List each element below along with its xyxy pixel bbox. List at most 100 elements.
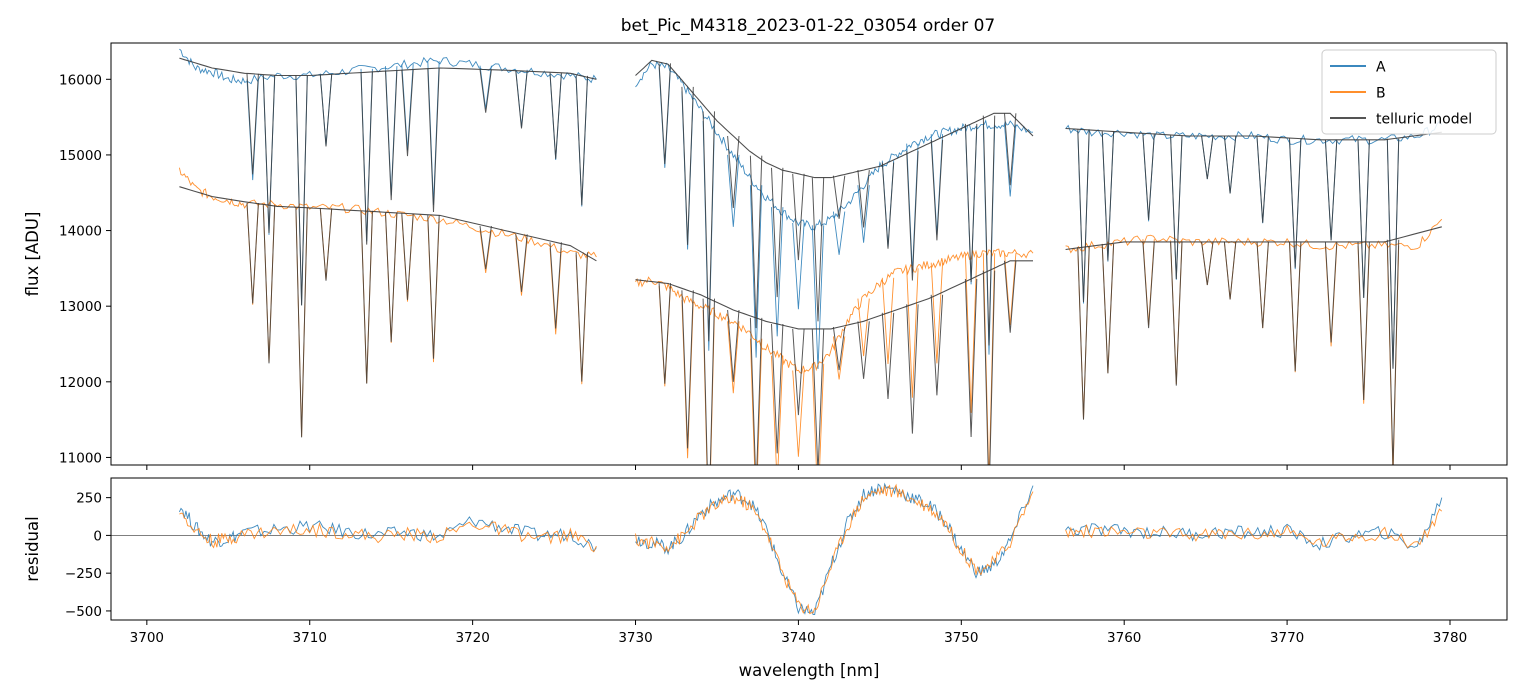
series-absorption-dip bbox=[1170, 241, 1183, 386]
series-absorption-dip bbox=[727, 309, 740, 382]
plot-area bbox=[178, 48, 1443, 465]
series-a-line bbox=[1065, 120, 1443, 145]
series-absorption-dip bbox=[832, 211, 846, 255]
series-absorption-dip bbox=[832, 336, 846, 380]
x-tick-label: 3720 bbox=[455, 630, 489, 646]
series-absorption-dip bbox=[811, 177, 825, 322]
series-telluric-model-line bbox=[1065, 226, 1442, 251]
series-b-line bbox=[635, 483, 1034, 615]
x-tick-label: 3700 bbox=[130, 630, 164, 646]
series-telluric-model-line bbox=[179, 57, 597, 80]
series-absorption-dip bbox=[906, 268, 919, 398]
series-absorption-dip bbox=[246, 73, 259, 175]
series-absorption-dip bbox=[681, 290, 694, 449]
series-absorption-dip bbox=[832, 175, 846, 219]
y-tick-label: 16000 bbox=[59, 72, 102, 88]
series-absorption-dip bbox=[811, 328, 825, 465]
series-absorption-dip bbox=[549, 242, 562, 329]
series-absorption-dip bbox=[295, 207, 308, 438]
axes-frame bbox=[110, 477, 1508, 621]
series-absorption-dip bbox=[964, 278, 978, 438]
series-absorption-dip bbox=[930, 139, 944, 241]
series-absorption-dip bbox=[295, 75, 308, 306]
series-absorption-dip bbox=[857, 321, 870, 379]
series-absorption-dip bbox=[1357, 241, 1370, 401]
series-absorption-dip bbox=[702, 111, 715, 342]
x-tick-label: 3730 bbox=[618, 630, 652, 646]
series-absorption-dip bbox=[1101, 131, 1115, 261]
series-absorption-dip bbox=[857, 170, 870, 228]
series-absorption-dip bbox=[575, 75, 588, 206]
series-absorption-dip bbox=[832, 326, 846, 371]
series-absorption-dip bbox=[881, 277, 895, 365]
series-absorption-dip bbox=[930, 294, 944, 396]
series-absorption-dip bbox=[1386, 138, 1400, 369]
series-absorption-dip bbox=[427, 215, 440, 359]
series-absorption-dip bbox=[771, 167, 784, 298]
series-absorption-dip bbox=[964, 123, 978, 283]
series-absorption-dip bbox=[1201, 135, 1214, 180]
series-absorption-dip bbox=[575, 252, 588, 382]
series-absorption-dip bbox=[1142, 241, 1155, 329]
series-absorption-dip bbox=[727, 154, 740, 227]
x-tick-label: 3750 bbox=[944, 630, 978, 646]
series-absorption-dip bbox=[658, 63, 671, 165]
series-absorption-dip bbox=[262, 74, 276, 234]
series-absorption-dip bbox=[385, 70, 398, 201]
series-b-line bbox=[179, 512, 597, 553]
bottom-panel-residual: 3700 3710 3720 3730 3740 3750 3760 3770 3780 −500… bbox=[23, 477, 1508, 680]
series-absorption-dip bbox=[727, 135, 740, 208]
series-absorption-dip bbox=[1077, 129, 1090, 303]
x-tick-label: 3780 bbox=[1433, 630, 1467, 646]
legend-label-b: B bbox=[1376, 86, 1386, 102]
series-absorption-dip bbox=[881, 312, 895, 400]
series-absorption-dip bbox=[515, 234, 528, 292]
series-absorption-dip bbox=[1004, 124, 1017, 197]
y-tick-label: 250 bbox=[76, 491, 102, 507]
series-absorption-dip bbox=[479, 65, 492, 109]
series-absorption-dip bbox=[246, 202, 259, 304]
series-absorption-dip bbox=[771, 207, 784, 337]
series-b-line bbox=[1065, 508, 1443, 549]
series-absorption-dip bbox=[479, 69, 492, 113]
series-absorption-dip bbox=[360, 211, 373, 384]
x-axis-label: wavelength [nm] bbox=[739, 661, 880, 680]
legend: A B telluric model bbox=[1321, 49, 1497, 135]
series-telluric-model-line bbox=[635, 260, 1033, 330]
series-absorption-dip bbox=[681, 86, 694, 245]
series-absorption-dip bbox=[964, 254, 978, 413]
series-absorption-dip bbox=[857, 298, 870, 357]
y-tick-label: 0 bbox=[93, 528, 102, 544]
y-axis-label: flux [ADU] bbox=[23, 212, 42, 297]
y-tick-label: −500 bbox=[65, 604, 102, 620]
series-absorption-dip bbox=[360, 72, 373, 245]
series-a-line bbox=[635, 482, 1034, 616]
x-tick-label: 3740 bbox=[781, 630, 815, 646]
series-absorption-dip bbox=[749, 338, 763, 465]
x-tick-label: 3710 bbox=[293, 630, 327, 646]
series-absorption-dip bbox=[549, 72, 562, 159]
x-tick-label: 3770 bbox=[1270, 630, 1304, 646]
series-a-line bbox=[1065, 497, 1443, 551]
series-absorption-dip bbox=[319, 74, 333, 147]
series-absorption-dip bbox=[1201, 241, 1214, 286]
series-absorption-dip bbox=[1223, 241, 1237, 300]
series-absorption-dip bbox=[401, 213, 414, 300]
series-absorption-dip bbox=[1256, 136, 1269, 223]
series-telluric-model-line bbox=[1065, 127, 1442, 141]
series-absorption-dip bbox=[1386, 239, 1400, 465]
y-tick-label: 12000 bbox=[59, 375, 102, 391]
series-telluric-model-line bbox=[635, 59, 1034, 179]
series-absorption-dip bbox=[702, 298, 715, 465]
series-absorption-dip bbox=[427, 68, 440, 213]
series-absorption-dip bbox=[262, 205, 276, 364]
series-a-line bbox=[178, 507, 597, 553]
series-absorption-dip bbox=[515, 70, 528, 129]
series-absorption-dip bbox=[792, 222, 805, 310]
series-absorption-dip bbox=[906, 151, 919, 281]
series-absorption-dip bbox=[857, 185, 870, 243]
series-absorption-dip bbox=[1357, 139, 1370, 298]
series-absorption-dip bbox=[792, 173, 805, 261]
